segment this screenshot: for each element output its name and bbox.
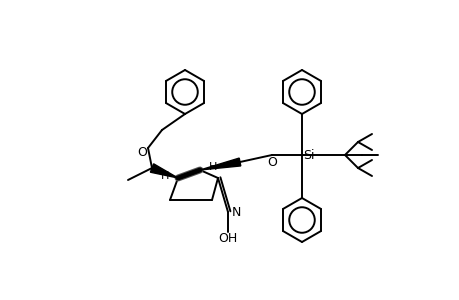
- Text: OH: OH: [218, 232, 237, 244]
- Text: O: O: [137, 146, 146, 158]
- Polygon shape: [150, 164, 178, 178]
- Text: Si: Si: [302, 148, 314, 161]
- Polygon shape: [200, 158, 240, 170]
- Text: N: N: [231, 206, 240, 218]
- Text: H: H: [208, 162, 217, 172]
- Text: O: O: [267, 155, 276, 169]
- Text: H: H: [161, 171, 169, 181]
